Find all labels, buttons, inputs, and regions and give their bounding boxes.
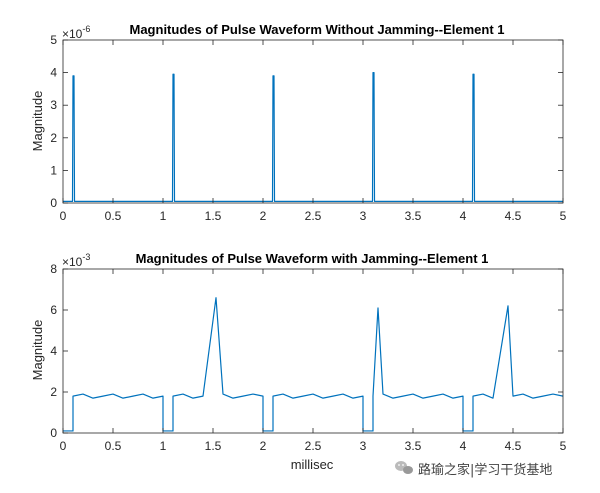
x-tick-label: 4	[460, 209, 467, 223]
x-tick-label: 1.5	[205, 209, 222, 223]
y-tick-label: 3	[50, 98, 57, 112]
y-tick-label: 0	[50, 426, 57, 440]
y-tick-label: 6	[50, 303, 57, 317]
x-tick-label: 1	[160, 439, 167, 453]
x-tick-label: 0.5	[105, 209, 122, 223]
y-axis-label: Magnitude	[30, 91, 45, 152]
y-axis-label: Magnitude	[30, 320, 45, 381]
watermark-text: 路瑜之家|学习干货基地	[418, 462, 552, 478]
x-tick-label: 2	[260, 209, 267, 223]
x-tick-label: 5	[560, 439, 567, 453]
x-tick-label: 4	[460, 439, 467, 453]
x-tick-label: 0.5	[105, 439, 122, 453]
plot-area: 0 0.5 1 1.5 2 2.5 3 3.5 4 4.5 5 0 2 4 6 8	[50, 262, 566, 453]
x-tick-label: 3	[360, 439, 367, 453]
y-exponent-label: ×10-6	[62, 24, 90, 41]
y-tick-label: 2	[50, 131, 57, 145]
x-tick-label: 1	[160, 209, 167, 223]
chart-title: Magnitudes of Pulse Waveform Without Jam…	[130, 22, 505, 37]
chart-top: Magnitudes of Pulse Waveform Without Jam…	[30, 22, 567, 223]
x-tick-label: 4.5	[505, 439, 522, 453]
x-tick-label: 5	[560, 209, 567, 223]
chart-bottom: Magnitudes of Pulse Waveform with Jammin…	[30, 251, 567, 472]
y-tick-label: 2	[50, 385, 57, 399]
x-tick-label: 3.5	[405, 209, 422, 223]
y-tick-label: 8	[50, 262, 57, 276]
y-tick-label: 4	[50, 344, 57, 358]
x-tick-label: 1.5	[205, 439, 222, 453]
watermark: 路瑜之家|学习干货基地	[395, 461, 552, 478]
y-tick-label: 5	[50, 33, 57, 47]
plot-area: 0 0.5 1 1.5 2 2.5 3 3.5 4 4.5 5 0 1 2 3 4 5	[50, 33, 566, 223]
y-tick-label: 4	[50, 66, 57, 80]
y-tick-label: 0	[50, 196, 57, 210]
wechat-icon	[395, 461, 413, 474]
series-line	[63, 297, 564, 432]
x-tick-label: 2	[260, 439, 267, 453]
x-tick-label: 3	[360, 209, 367, 223]
x-tick-label: 3.5	[405, 439, 422, 453]
chart-title: Magnitudes of Pulse Waveform with Jammin…	[136, 251, 489, 266]
x-tick-label: 0	[60, 439, 67, 453]
x-axis-label: millisec	[291, 457, 334, 472]
y-exponent-label: ×10-3	[62, 252, 90, 269]
x-tick-label: 2.5	[305, 209, 322, 223]
series-line	[63, 71, 563, 202]
y-tick-label: 1	[50, 163, 57, 177]
x-tick-label: 4.5	[505, 209, 522, 223]
x-tick-label: 2.5	[305, 439, 322, 453]
x-tick-label: 0	[60, 209, 67, 223]
